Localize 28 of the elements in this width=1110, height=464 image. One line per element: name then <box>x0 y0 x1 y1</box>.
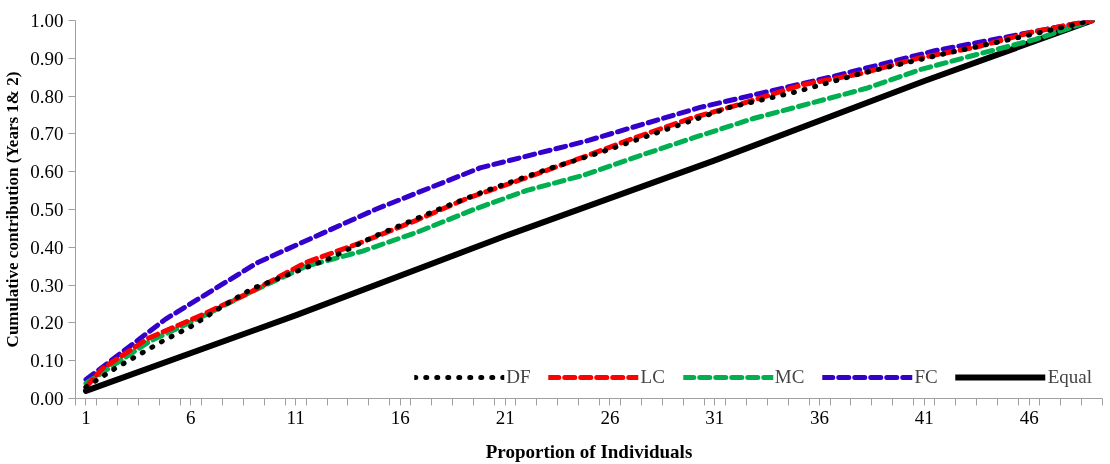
x-tick-label: 26 <box>600 406 620 428</box>
y-axis-title: Cumulative contribution (Years 1& 2) <box>3 71 23 348</box>
y-tick-label: 0.10 <box>30 350 64 372</box>
y-tick-label: 1.00 <box>30 10 64 31</box>
x-tick-label: 11 <box>286 406 305 428</box>
x-tick-label: 16 <box>390 406 410 428</box>
y-tick-label: 0.90 <box>30 47 64 69</box>
legend-label: Equal <box>1047 366 1092 388</box>
y-tick-label: 0.30 <box>30 274 64 296</box>
y-tick-label: 0.00 <box>30 388 64 409</box>
legend-label: FC <box>914 366 938 388</box>
x-tick-label: 36 <box>810 406 830 428</box>
y-tick-label: 0.40 <box>30 236 64 258</box>
y-tick-label: 0.60 <box>30 161 64 183</box>
x-axis-title: Proportion of Individuals <box>485 440 693 462</box>
x-tick-label: 6 <box>186 406 196 428</box>
y-tick-label: 0.70 <box>30 123 64 145</box>
x-tick-label: 46 <box>1019 406 1039 428</box>
x-tick-label: 31 <box>705 406 725 428</box>
legend-label: MC <box>774 366 805 388</box>
legend-label: DF <box>506 366 531 388</box>
x-tick-label: 21 <box>495 406 515 428</box>
x-tick-label: 41 <box>914 406 934 428</box>
y-tick-label: 0.50 <box>30 199 64 220</box>
y-tick-label: 0.80 <box>30 85 64 107</box>
y-tick-label: 0.20 <box>30 312 64 334</box>
legend-label: LC <box>640 366 665 388</box>
x-tick-label: 1 <box>81 406 91 428</box>
